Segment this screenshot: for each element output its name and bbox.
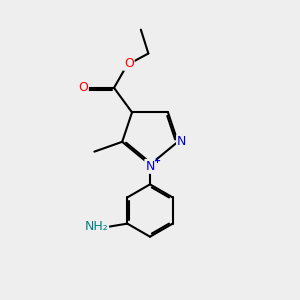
Text: +: + bbox=[153, 156, 160, 165]
Text: NH₂: NH₂ bbox=[84, 220, 108, 233]
Text: O: O bbox=[78, 81, 88, 94]
Text: N: N bbox=[177, 135, 186, 148]
Text: O: O bbox=[124, 57, 134, 70]
Text: N: N bbox=[145, 160, 155, 173]
